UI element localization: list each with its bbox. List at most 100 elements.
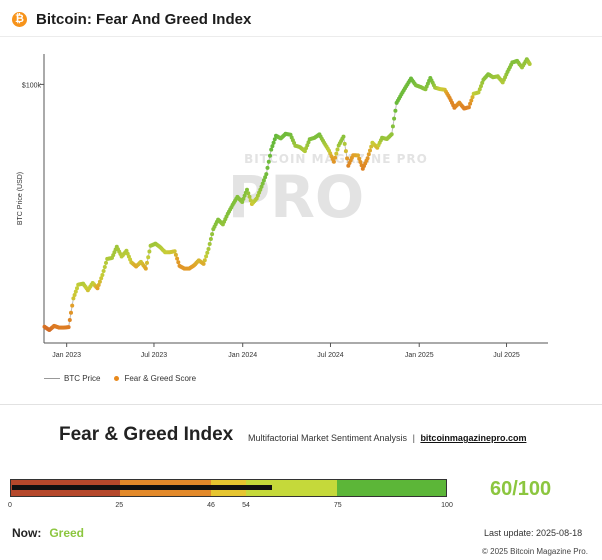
data-point-12-3	[104, 260, 108, 265]
data-point-88-2	[469, 98, 474, 103]
data-point-101	[527, 62, 532, 66]
data-point-42	[245, 187, 249, 192]
legend-item-fear-greed[interactable]: Fear & Greed Score	[124, 374, 197, 383]
data-point-5	[66, 325, 71, 330]
data-point-11-2	[97, 279, 102, 284]
page-title: Bitcoin: Fear And Greed Index	[36, 10, 252, 28]
current-sentiment: Now: Greed	[12, 526, 84, 540]
data-point-60-2	[334, 151, 339, 156]
data-point-41-1	[241, 196, 246, 201]
data-point-54	[302, 149, 307, 154]
data-point-34-2	[208, 237, 213, 241]
data-point-21-2	[146, 255, 151, 260]
x-tick-label-1: Jul 2023	[141, 352, 168, 359]
last-update: Last update: 2025-08-18	[484, 528, 583, 538]
data-point-11-1	[96, 283, 101, 287]
data-point-12	[100, 273, 105, 277]
copyright: © 2025 Bitcoin Magazine Pro.	[482, 547, 588, 556]
data-point-33-3	[205, 250, 210, 255]
data-point-47-1	[270, 144, 275, 149]
data-point-54-2	[305, 143, 310, 148]
header-divider	[0, 36, 602, 37]
data-point-60-3	[335, 147, 340, 152]
data-point-88-1	[468, 101, 473, 106]
data-point-34-3	[210, 232, 215, 237]
data-point-45-3	[263, 175, 268, 180]
data-point-72-1	[390, 124, 395, 129]
gauge-segment-4	[337, 480, 446, 496]
data-point-12-1	[101, 269, 106, 273]
data-point-34	[206, 247, 211, 251]
panel-title: Fear & Greed Index	[59, 424, 234, 445]
legend-line-marker	[44, 378, 60, 379]
data-point-47	[269, 147, 274, 152]
data-point-60-1	[333, 155, 338, 160]
data-point-67-2	[368, 148, 372, 153]
data-point-60	[331, 159, 336, 164]
data-point-41	[240, 200, 245, 204]
now-value: Greed	[49, 526, 85, 540]
data-point-72	[389, 132, 394, 137]
data-point-6-3	[75, 286, 79, 291]
now-label: Now:	[12, 526, 42, 540]
data-point-33-2	[204, 254, 209, 259]
chart-header: ₿ Bitcoin: Fear And Greed Index	[12, 10, 251, 28]
data-point-90-2	[479, 84, 483, 89]
chart-legend: BTC Price Fear & Greed Score	[44, 374, 196, 383]
y-tick-label-0: $100k	[22, 82, 42, 89]
data-point-65	[356, 153, 360, 158]
fear-greed-gauge	[10, 479, 447, 497]
panel-subtitle: Multifactorial Market Sentiment Analysis…	[248, 433, 526, 443]
data-point-88	[466, 105, 471, 110]
subtitle-separator: |	[412, 433, 415, 443]
data-point-27-3	[176, 260, 181, 265]
data-point-27-1	[173, 252, 178, 257]
gauge-tick-46: 46	[207, 502, 215, 509]
data-point-21	[143, 266, 148, 271]
legend-item-btc-price[interactable]: BTC Price	[64, 374, 101, 383]
data-point-67-3	[369, 144, 374, 149]
data-point-46	[264, 172, 269, 177]
gauge-segment-3	[245, 480, 338, 496]
data-point-54-3	[306, 140, 311, 145]
data-point-67-1	[366, 152, 371, 157]
x-tick-label-2: Jan 2024	[228, 352, 257, 359]
data-point-11-3	[99, 276, 104, 281]
data-point-88-3	[470, 95, 475, 100]
data-point-45	[259, 184, 264, 189]
data-point-47-3	[272, 137, 277, 142]
data-point-34-1	[207, 242, 212, 246]
data-point-46-1	[265, 165, 270, 170]
data-point-11	[95, 286, 100, 291]
data-point-27	[172, 249, 177, 254]
data-point-42-2	[247, 194, 252, 199]
gauge-tick-25: 25	[115, 502, 124, 509]
gauge-tick-54: 54	[242, 502, 250, 509]
data-point-6	[71, 296, 76, 301]
data-point-72-3	[393, 108, 398, 113]
gauge-tick-75: 75	[333, 502, 342, 509]
fear-greed-panel: Fear & Greed Index Multifactorial Market…	[0, 406, 602, 560]
chart-card: ₿ Bitcoin: Fear And Greed Index PRO BITCO…	[0, 10, 602, 405]
data-point-12-2	[102, 265, 107, 269]
score-value: 60/100	[490, 478, 552, 500]
data-point-46-2	[266, 159, 271, 164]
x-tick-label-5: Jul 2025	[493, 352, 520, 359]
subtitle-text: Multifactorial Market Sentiment Analysis	[248, 433, 408, 443]
data-point-47-2	[271, 140, 276, 145]
data-point-62	[341, 134, 346, 139]
data-point-62-3	[345, 156, 350, 161]
data-point-62-1	[342, 141, 347, 146]
gauge-tick-100: 100	[441, 502, 453, 509]
y-axis-title: BTC Price (USD)	[17, 172, 24, 225]
bitcoinmagazinepro-link[interactable]: bitcoinmagazinepro.com	[420, 433, 527, 443]
data-point-62-2	[343, 149, 348, 154]
data-point-5-1	[67, 318, 72, 322]
data-point-6-1	[72, 293, 77, 297]
data-point-90	[476, 90, 481, 95]
data-point-33-1	[202, 258, 207, 263]
data-point-6-2	[73, 289, 78, 294]
gauge-tick-0: 0	[8, 502, 12, 509]
data-point-41-2	[242, 193, 247, 198]
